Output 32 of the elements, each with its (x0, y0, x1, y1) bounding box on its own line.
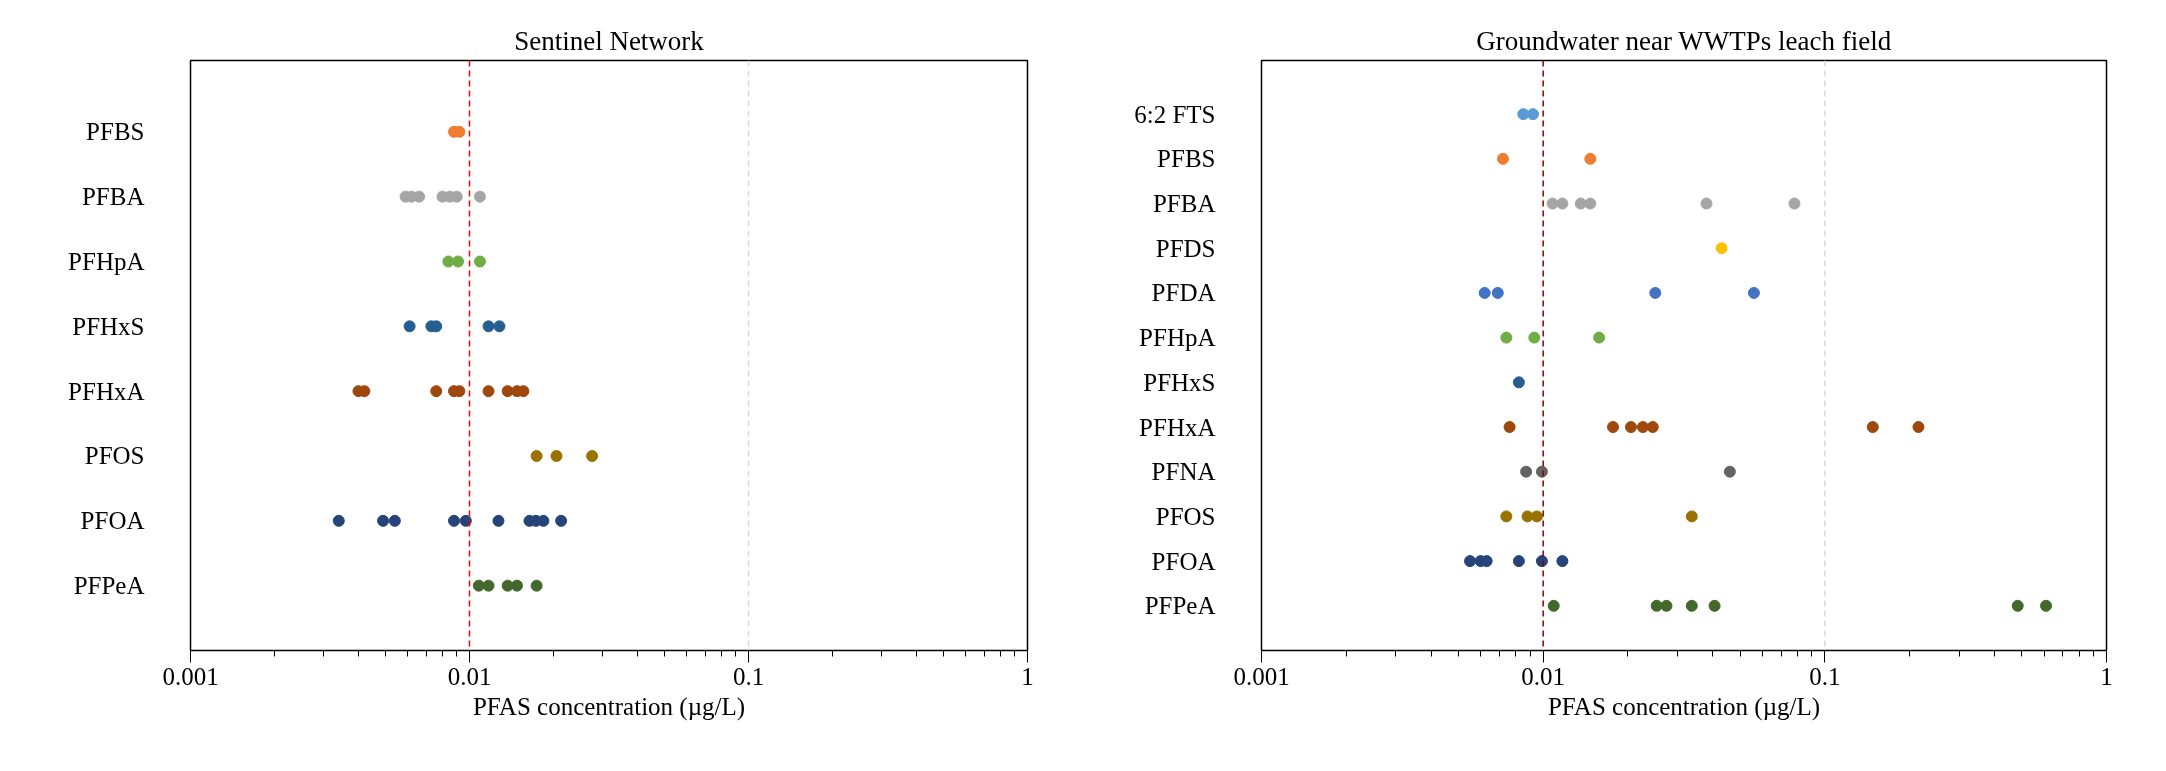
y-tick-label: PFHxA (68, 377, 145, 405)
x-axis-title: PFAS concentration (µg/L) (472, 692, 746, 721)
x-tick-label: 0.01 (447, 662, 492, 690)
y-tick-label: PFOA (80, 507, 145, 535)
y-tick-label: PFBA (81, 183, 145, 211)
chart-title: Sentinel Network (514, 25, 705, 56)
chart-title: Groundwater near WWTPs leach field (1476, 25, 1892, 56)
y-tick-label: PFDA (1151, 279, 1216, 307)
y-tick-label: PFBA (1152, 190, 1216, 218)
x-tick-label: 1 (2100, 662, 2113, 690)
x-tick-label: 0.1 (732, 662, 765, 690)
y-tick-label: PFOS (1155, 502, 1216, 530)
y-tick-label: PFPeA (1144, 592, 1216, 620)
y-tick-label: PFDS (1155, 234, 1216, 262)
x-axis-title: PFAS concentration (µg/L) (1547, 692, 1821, 721)
x-tick-label: 0.001 (162, 662, 219, 690)
y-tick-label: PFPeA (73, 572, 145, 600)
y-tick-label: PFBS (1157, 145, 1216, 173)
y-tick-label: PFBS (86, 118, 145, 146)
x-tick-label: 0.01 (1521, 662, 1566, 690)
y-tick-label: 6:2 FTS (1134, 100, 1216, 128)
y-tick-label: PFHpA (68, 247, 145, 275)
y-tick-label: PFHxA (1139, 413, 1216, 441)
x-tick-label: 1 (1021, 662, 1034, 690)
y-tick-label: PFOS (84, 442, 145, 470)
x-tick-label: 0.001 (1233, 662, 1290, 690)
y-tick-label: PFHpA (1139, 324, 1216, 352)
x-tick-label: 0.1 (1809, 662, 1841, 690)
y-tick-label: PFHxS (1143, 368, 1216, 396)
y-tick-label: PFNA (1151, 458, 1216, 486)
y-tick-label: PFHxS (72, 312, 145, 340)
y-tick-label: PFOA (1151, 547, 1216, 575)
